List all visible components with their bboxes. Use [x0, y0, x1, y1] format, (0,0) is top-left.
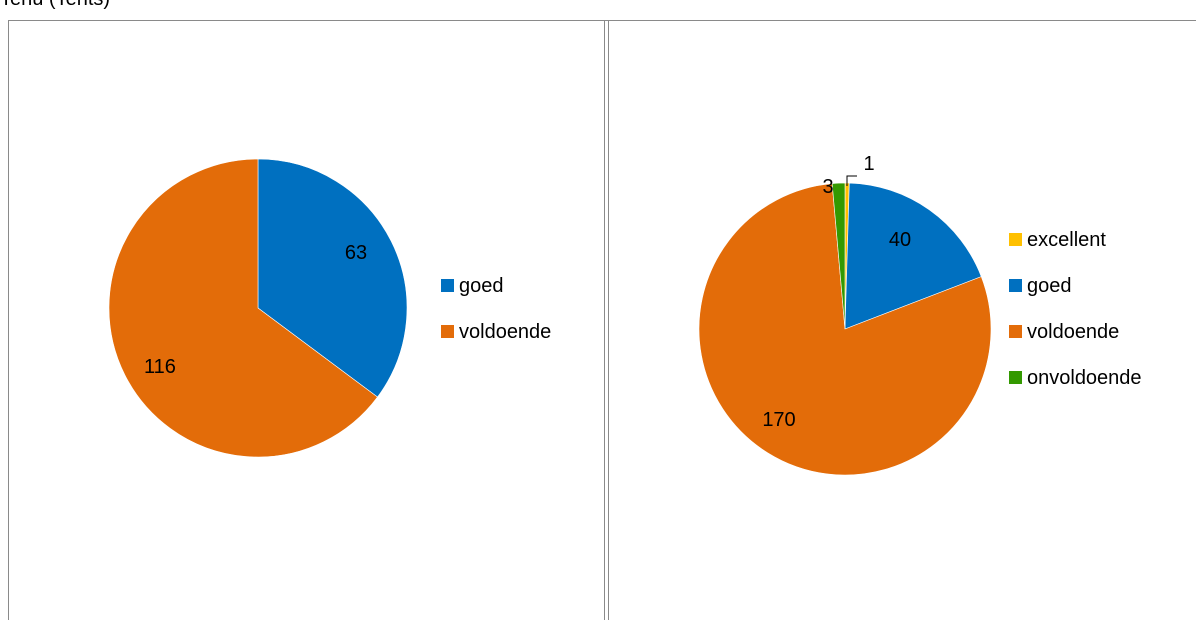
- pie-chart-left: 63 116 goed voldoende: [108, 158, 551, 458]
- data-label-goed: 63: [345, 242, 367, 264]
- pie-slice-voldoende: [698, 183, 992, 476]
- pie-chart-right: 40 170 3 1 excellent goed voldoende onvoldoende: [698, 153, 1142, 476]
- legend-label-voldoende: voldoende: [459, 321, 551, 343]
- legend-swatch-goed: [441, 279, 454, 292]
- legend-label-onvoldoende: onvoldoende: [1027, 367, 1142, 389]
- legend-swatch-excellent: [1009, 233, 1022, 246]
- cell-divider-right: [608, 20, 609, 620]
- table-frame: [8, 20, 1196, 620]
- cell-divider-left: [604, 20, 605, 620]
- legend-label-excellent: excellent: [1027, 229, 1106, 251]
- pie-slice-voldoende: [108, 158, 378, 458]
- leader-line-excellent: [846, 175, 857, 186]
- data-label-excellent: 1: [863, 153, 874, 175]
- pie-slice-goed: [844, 182, 982, 330]
- legend-swatch-goed: [1009, 279, 1022, 292]
- data-label-voldoende: 116: [144, 356, 176, 378]
- legend-swatch-voldoende: [1009, 325, 1022, 338]
- caption: Tenu (Tents): [0, 0, 110, 10]
- pie-slice-goed: [257, 158, 408, 398]
- legend-swatch-onvoldoende: [1009, 371, 1022, 384]
- data-label-onvoldoende: 3: [822, 176, 833, 198]
- data-label-voldoende: 170: [762, 409, 795, 431]
- legend-label-voldoende: voldoende: [1027, 321, 1119, 343]
- legend-swatch-voldoende: [441, 325, 454, 338]
- data-label-goed: 40: [889, 229, 911, 251]
- pie-slice-onvoldoende: [831, 182, 846, 330]
- legend-label-goed: goed: [459, 275, 504, 297]
- legend-label-goed: goed: [1027, 275, 1072, 297]
